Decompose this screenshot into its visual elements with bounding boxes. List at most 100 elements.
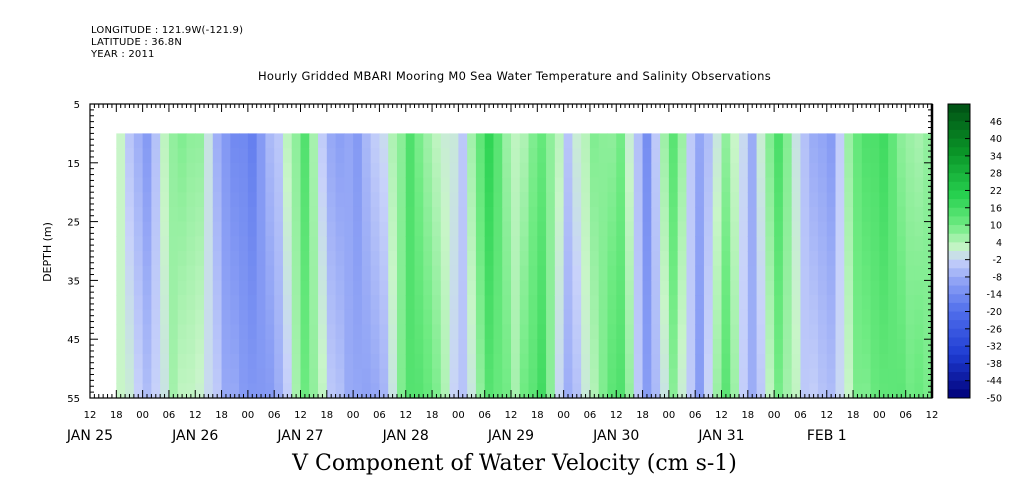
- heatmap-cell: [379, 368, 389, 384]
- heatmap-cell: [712, 236, 723, 252]
- heatmap-cell: [353, 383, 363, 399]
- heatmap-cell: [405, 339, 416, 355]
- heatmap-cell: [326, 280, 337, 296]
- heatmap-cell: [607, 309, 617, 326]
- heatmap-cell: [151, 265, 161, 281]
- heatmap-cell: [695, 324, 705, 340]
- heatmap-cell: [686, 162, 696, 179]
- heatmap-cell: [826, 265, 837, 281]
- heatmap-cell: [572, 280, 582, 296]
- heatmap-cell: [432, 368, 442, 384]
- colorbar-segment: [948, 155, 970, 166]
- heatmap-cell: [896, 339, 907, 355]
- heatmap-cell: [265, 133, 275, 149]
- heatmap-cell: [896, 353, 907, 370]
- heatmap-cell: [370, 324, 381, 340]
- heatmap-cell: [633, 177, 644, 193]
- heatmap-cell: [370, 368, 381, 384]
- heatmap-cell: [905, 162, 916, 179]
- heatmap-cell: [695, 148, 705, 164]
- heatmap-cell: [405, 368, 416, 384]
- heatmap-cell: [712, 206, 723, 223]
- heatmap-cell: [660, 192, 670, 208]
- heatmap-cell: [537, 251, 547, 267]
- heatmap-cell: [589, 206, 600, 223]
- heatmap-cell: [142, 221, 152, 237]
- heatmap-cell: [370, 295, 381, 311]
- heatmap-cell: [282, 339, 293, 355]
- heatmap-cell: [774, 309, 784, 326]
- heatmap-cell: [212, 236, 223, 252]
- heatmap-cell: [160, 309, 170, 326]
- heatmap-cell: [186, 265, 196, 281]
- heatmap-cell: [660, 309, 670, 326]
- heatmap-cell: [800, 177, 810, 193]
- heatmap-cell: [528, 295, 538, 311]
- heatmap-cell: [309, 383, 319, 399]
- heatmap-cell: [212, 339, 223, 355]
- heatmap-cell: [782, 206, 793, 223]
- heatmap-cell: [467, 236, 477, 252]
- heatmap-cell: [835, 177, 845, 193]
- heatmap-cell: [677, 221, 688, 237]
- heatmap-cell: [282, 148, 293, 164]
- heatmap-cell: [282, 251, 293, 267]
- heatmap-cell: [888, 148, 898, 164]
- heatmap-cell: [177, 177, 188, 193]
- heatmap-cell: [291, 177, 302, 193]
- heatmap-cell: [133, 280, 144, 296]
- heatmap-cell: [160, 280, 170, 296]
- heatmap-cell: [475, 339, 486, 355]
- x-day-label: JAN 26: [171, 428, 218, 444]
- heatmap-cell: [247, 353, 258, 370]
- heatmap-cell: [817, 383, 828, 399]
- heatmap-cell: [861, 133, 872, 149]
- heatmap-cell: [668, 339, 679, 355]
- heatmap-cell: [300, 280, 310, 296]
- heatmap-cell: [905, 280, 916, 296]
- heatmap-cell: [844, 324, 854, 340]
- heatmap-cell: [361, 265, 372, 281]
- heatmap-cell: [554, 221, 565, 237]
- heatmap-cell: [888, 353, 898, 370]
- heatmap-cell: [247, 192, 258, 208]
- heatmap-cell: [712, 221, 723, 237]
- heatmap-cell: [905, 251, 916, 267]
- x-tick-label: 18: [110, 410, 123, 421]
- heatmap-cell: [186, 353, 196, 370]
- heatmap-cell: [326, 383, 337, 399]
- heatmap-cell: [195, 324, 205, 340]
- heatmap-cell: [782, 251, 793, 267]
- heatmap-cell: [511, 221, 521, 237]
- heatmap-cell: [642, 251, 652, 267]
- heatmap-cell: [291, 192, 302, 208]
- heatmap-cell: [370, 280, 381, 296]
- heatmap-cell: [765, 383, 775, 399]
- heatmap-cell: [265, 339, 275, 355]
- heatmap-cell: [151, 148, 161, 164]
- heatmap-cell: [493, 265, 503, 281]
- heatmap-cell: [616, 206, 626, 223]
- heatmap-cell: [502, 192, 512, 208]
- heatmap-cell: [519, 133, 530, 149]
- heatmap-cell: [589, 280, 600, 296]
- heatmap-cell: [703, 295, 714, 311]
- heatmap-cell: [703, 148, 714, 164]
- heatmap-cell: [835, 309, 845, 326]
- heatmap-cell: [423, 148, 433, 164]
- heatmap-cell: [326, 309, 337, 326]
- heatmap-cell: [282, 280, 293, 296]
- heatmap-cell: [511, 206, 521, 223]
- heatmap-cell: [765, 148, 775, 164]
- heatmap-cell: [502, 309, 512, 326]
- heatmap-cell: [475, 368, 486, 384]
- heatmap-cell: [642, 265, 652, 281]
- heatmap-cell: [546, 133, 556, 149]
- heatmap-cell: [291, 251, 302, 267]
- heatmap-cell: [458, 148, 468, 164]
- heatmap-cell: [379, 236, 389, 252]
- heatmap-cell: [309, 339, 319, 355]
- heatmap-cell: [414, 339, 424, 355]
- heatmap-cell: [353, 192, 363, 208]
- heatmap-cell: [554, 148, 565, 164]
